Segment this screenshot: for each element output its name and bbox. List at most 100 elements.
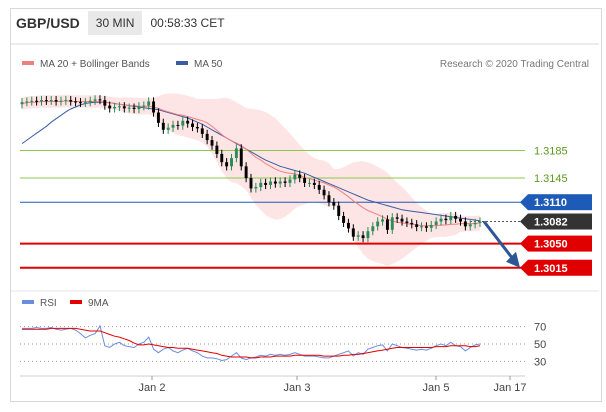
- candle-body: [40, 100, 43, 102]
- candle-body: [366, 231, 370, 239]
- candle-body: [454, 216, 458, 219]
- candle-body: [468, 224, 472, 227]
- candle-body: [176, 124, 180, 126]
- candle-body: [25, 101, 29, 103]
- last-price-label: 1.3082: [534, 217, 568, 229]
- candle-body: [459, 218, 462, 222]
- candle-body: [210, 140, 214, 146]
- ma20-legend-swatch: [22, 61, 34, 65]
- candle-body: [152, 101, 156, 113]
- candle-body: [44, 100, 48, 102]
- candle-body: [420, 226, 423, 228]
- candle-body: [205, 133, 209, 141]
- candle-body: [434, 221, 438, 225]
- credit-label: Research © 2020 Trading Central: [440, 59, 589, 70]
- level-label-1.3110: 1.3110: [534, 197, 567, 209]
- candle-body: [249, 178, 253, 189]
- chart-frame: [10, 8, 602, 402]
- x-tick-label-1: Jan 3: [284, 382, 311, 394]
- rsi-tick-50: 50: [534, 339, 546, 351]
- level-tag-1.3050: [528, 235, 592, 252]
- candle-body: [317, 184, 321, 190]
- candle-body: [405, 221, 409, 223]
- candle-body: [400, 218, 404, 222]
- candle-body: [424, 226, 428, 228]
- candle-body: [93, 99, 97, 101]
- candle-body: [64, 100, 68, 102]
- x-tick-label-0: Jan 2: [139, 382, 166, 394]
- level-label-1.3145: 1.3145: [534, 173, 568, 185]
- ma20-line: [21, 100, 481, 227]
- ma50-legend-label: MA 50: [194, 59, 223, 70]
- candle-body: [225, 162, 229, 167]
- candle-body: [332, 202, 336, 206]
- ma50-line: [21, 101, 481, 222]
- candle-body: [273, 181, 277, 184]
- candle-body: [142, 105, 146, 107]
- candle-body: [312, 182, 316, 185]
- candle-body: [195, 126, 199, 129]
- candle-body: [54, 100, 58, 102]
- candle-body: [103, 100, 107, 106]
- rsi-legend-label: RSI: [40, 298, 57, 309]
- rsi-pane: 70 50 30: [20, 322, 546, 368]
- symbol-label: GBP/USD: [16, 15, 80, 31]
- level-label-1.3015: 1.3015: [534, 263, 568, 275]
- level-tag-arrow-1.3015: [520, 259, 528, 276]
- candle-body: [395, 217, 399, 219]
- candle-body: [122, 106, 126, 109]
- x-tick-label-2: Jan 5: [423, 382, 450, 394]
- candle-body: [161, 122, 165, 130]
- candle-body: [298, 174, 302, 179]
- ma50-legend-swatch: [176, 61, 188, 65]
- last-price-tag-arrow: [520, 213, 528, 230]
- candle-body: [322, 189, 326, 196]
- candle-body: [269, 181, 272, 185]
- candle-body: [327, 195, 331, 203]
- timeframe-badge[interactable]: 30 MIN: [87, 11, 143, 35]
- candle-body: [113, 106, 117, 109]
- candle-body: [473, 222, 477, 225]
- candle-body: [79, 102, 82, 104]
- candle-body: [385, 219, 389, 230]
- candle-body: [463, 221, 467, 227]
- candle-body: [49, 100, 53, 102]
- price-pane: 1.3185 1.3145 1.3110 1.3050 1.3015 1.3082: [20, 93, 592, 276]
- x-tick-label-3: Jan 17: [493, 382, 526, 394]
- candle-body: [415, 224, 419, 228]
- candle-body: [83, 102, 87, 104]
- candle-body: [293, 174, 297, 180]
- level-label-1.3185: 1.3185: [534, 145, 568, 157]
- ma9-legend-swatch: [70, 300, 82, 304]
- candle-body: [356, 235, 360, 237]
- forecast-arrow-head: [506, 251, 520, 268]
- candle-body: [186, 120, 190, 124]
- level-tag-1.3110: [528, 194, 592, 211]
- ma9-legend-label: 9MA: [88, 298, 109, 309]
- candle-body: [239, 148, 243, 167]
- candle-body: [215, 145, 219, 154]
- level-tag-1.3015: [528, 259, 592, 276]
- timestamp: 00:58:33 CET: [150, 16, 225, 30]
- candle-body: [371, 226, 375, 232]
- rsi-tick-70: 70: [534, 322, 546, 334]
- candle-body: [308, 182, 311, 184]
- candle-body: [346, 222, 350, 229]
- candle-body: [137, 106, 141, 110]
- candle-body: [220, 153, 224, 163]
- rsi-legend-swatch: [22, 300, 34, 304]
- candle-body: [69, 100, 73, 102]
- candle-body: [200, 128, 204, 134]
- level-tag-arrow-1.3110: [520, 194, 528, 211]
- candle-body: [234, 148, 238, 159]
- candle-body: [147, 101, 151, 106]
- ma20-legend-label: MA 20 + Bollinger Bands: [40, 59, 150, 70]
- x-axis: Jan 2 Jan 3 Jan 5 Jan 17: [139, 376, 527, 394]
- candle-body: [171, 124, 175, 128]
- candle-body: [244, 166, 248, 179]
- level-tag-arrow-1.3050: [520, 235, 528, 252]
- candle-body: [166, 127, 170, 130]
- candle-body: [108, 105, 112, 109]
- rsi-ma9-line: [22, 327, 481, 359]
